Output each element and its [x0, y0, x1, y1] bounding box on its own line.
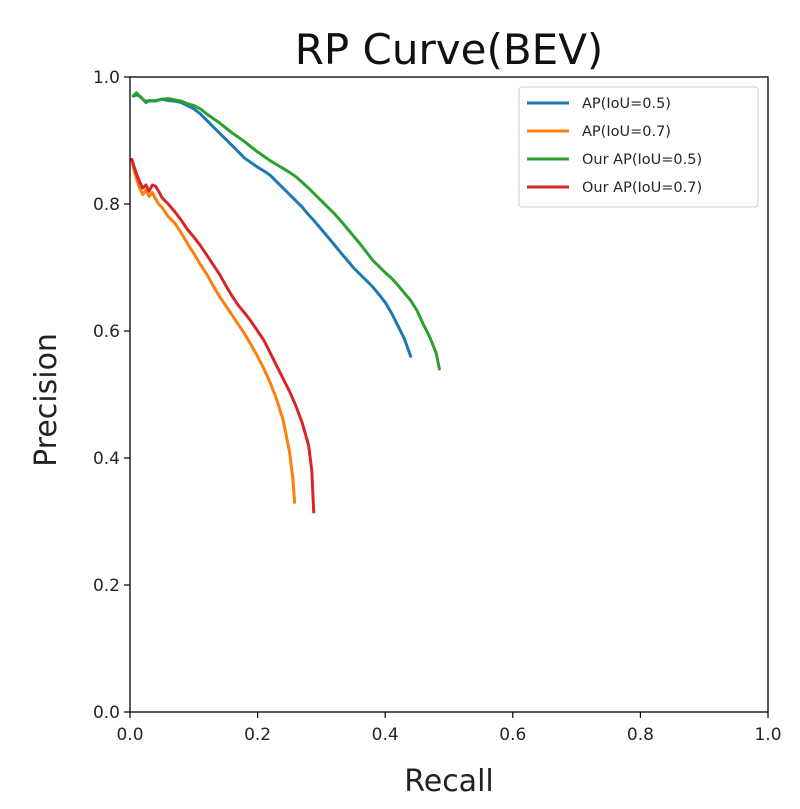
- x-tick-label: 0.8: [627, 725, 654, 745]
- legend-label-3: Our AP(IoU=0.5): [582, 152, 702, 168]
- legend-label-4: Our AP(IoU=0.7): [582, 180, 702, 196]
- legend-items: AP(IoU=0.5) AP(IoU=0.7) Our AP(IoU=0.5) Our…: [527, 96, 702, 196]
- series-line-2: [130, 158, 297, 504]
- y-axis: 0.0 0.2 0.4 0.6 0.8 1.0: [93, 68, 130, 723]
- x-tick-label: 1.0: [754, 725, 781, 745]
- x-tick-label: 0.0: [116, 725, 143, 745]
- x-axis-title: Recall: [404, 764, 494, 799]
- series-line-4: [130, 158, 316, 514]
- x-tick-label: 0.4: [372, 725, 399, 745]
- y-axis-title: Precision: [29, 333, 64, 467]
- y-tick-label: 0.4: [93, 449, 120, 469]
- y-tick-label: 0.2: [93, 576, 120, 596]
- x-tick-label: 0.6: [499, 725, 526, 745]
- plot-lines: [130, 91, 441, 514]
- y-tick-label: 0.6: [93, 322, 120, 342]
- chart-title: RP Curve(BEV): [295, 25, 604, 74]
- plot-frame: [129, 76, 769, 713]
- legend: AP(IoU=0.5) AP(IoU=0.7) Our AP(IoU=0.5) Our…: [518, 86, 759, 208]
- x-tick-label: 0.2: [244, 725, 271, 745]
- legend-label-1: AP(IoU=0.5): [582, 96, 671, 112]
- legend-label-2: AP(IoU=0.7): [582, 124, 671, 140]
- legend-box: [518, 86, 759, 208]
- series-line-3: [131, 91, 441, 371]
- y-tick-label: 1.0: [93, 68, 120, 88]
- y-tick-label: 0.8: [93, 195, 120, 215]
- y-tick-label: 0.0: [93, 703, 120, 723]
- x-axis: 0.0 0.2 0.4 0.6 0.8 1.0: [116, 712, 782, 745]
